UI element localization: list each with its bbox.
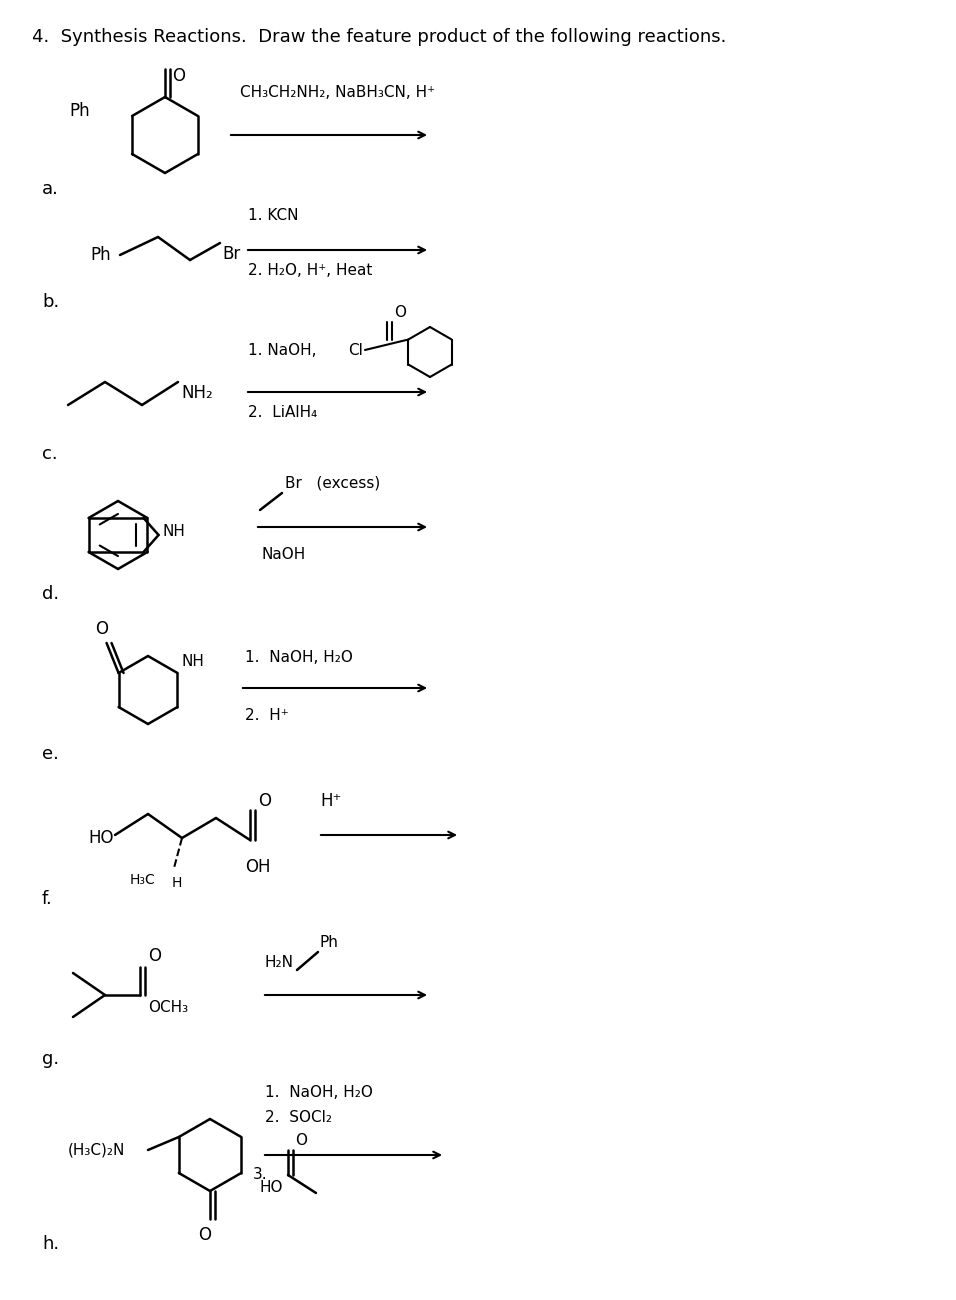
Text: O: O — [95, 620, 108, 638]
Text: 2.  H⁺: 2. H⁺ — [245, 708, 289, 723]
Text: a.: a. — [42, 179, 59, 198]
Text: 3.: 3. — [253, 1167, 268, 1182]
Text: OH: OH — [245, 858, 271, 876]
Text: O: O — [199, 1226, 211, 1244]
Text: Ph: Ph — [90, 246, 111, 264]
Text: 1. NaOH,: 1. NaOH, — [248, 343, 316, 358]
Text: O: O — [295, 1134, 307, 1148]
Text: H: H — [172, 876, 183, 891]
Text: O: O — [258, 792, 271, 810]
Text: O: O — [172, 68, 185, 84]
Text: HO: HO — [88, 829, 114, 848]
Text: NH: NH — [182, 654, 205, 670]
Text: 1.  NaOH, H₂O: 1. NaOH, H₂O — [265, 1086, 373, 1100]
Text: f.: f. — [42, 891, 53, 907]
Text: Ph: Ph — [320, 935, 338, 950]
Text: c.: c. — [42, 445, 57, 463]
Text: 1. KCN: 1. KCN — [248, 208, 298, 224]
Text: NH₂: NH₂ — [181, 384, 213, 402]
Text: H₃C: H₃C — [130, 874, 156, 887]
Text: b.: b. — [42, 292, 59, 311]
Text: Br: Br — [222, 244, 240, 263]
Text: NaOH: NaOH — [262, 547, 306, 562]
Text: O: O — [148, 946, 161, 965]
Text: OCH₃: OCH₃ — [148, 1000, 188, 1015]
Text: H⁺: H⁺ — [320, 792, 341, 810]
Text: g.: g. — [42, 1050, 59, 1069]
Text: 2.  LiAlH₄: 2. LiAlH₄ — [248, 406, 317, 420]
Text: O: O — [394, 306, 405, 320]
Text: h.: h. — [42, 1235, 59, 1253]
Text: e.: e. — [42, 745, 59, 763]
Text: 1.  NaOH, H₂O: 1. NaOH, H₂O — [245, 650, 353, 666]
Text: (H₃C)₂N: (H₃C)₂N — [68, 1143, 125, 1157]
Text: d.: d. — [42, 585, 59, 603]
Text: Cl: Cl — [348, 343, 363, 358]
Text: 2.  SOCl₂: 2. SOCl₂ — [265, 1110, 332, 1124]
Text: CH₃CH₂NH₂, NaBH₃CN, H⁺: CH₃CH₂NH₂, NaBH₃CN, H⁺ — [240, 84, 435, 100]
Text: HO: HO — [260, 1180, 284, 1195]
Text: 4.  Synthesis Reactions.  Draw the feature product of the following reactions.: 4. Synthesis Reactions. Draw the feature… — [32, 29, 727, 46]
Text: Ph: Ph — [70, 101, 90, 120]
Text: H₂N: H₂N — [265, 956, 294, 970]
Text: NH: NH — [163, 524, 185, 538]
Text: 2. H₂O, H⁺, Heat: 2. H₂O, H⁺, Heat — [248, 263, 373, 278]
Text: Br   (excess): Br (excess) — [285, 476, 380, 491]
